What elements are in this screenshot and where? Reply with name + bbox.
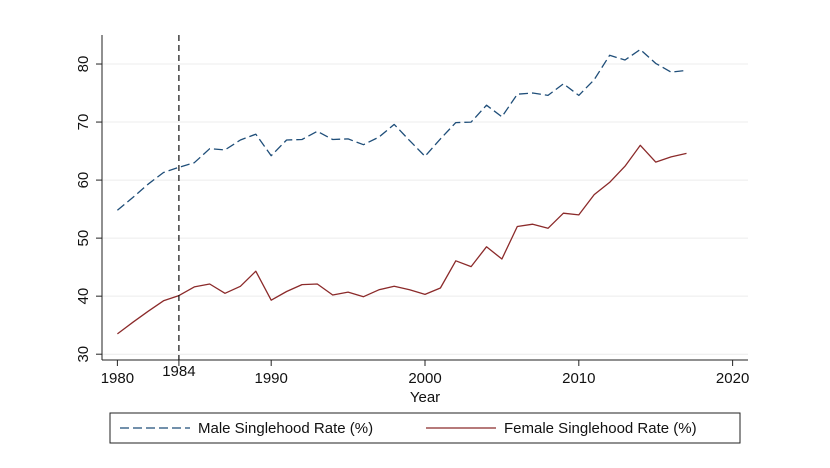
y-tick-label-30: 30 (75, 346, 92, 363)
y-tick-label-60: 60 (75, 172, 92, 189)
x-tick-label-1980: 1980 (101, 370, 134, 387)
gridlines (102, 63, 748, 355)
ticks: 30 40 50 60 70 80 1980 1990 2000 2010 2020 (75, 56, 749, 387)
reference-line-label: 1984 (162, 363, 195, 380)
x-tick-label-2010: 2010 (562, 370, 595, 387)
y-tick-label-40: 40 (75, 288, 92, 305)
legend-label-female-singlehood-rate: Female Singlehood Rate (%) (504, 420, 697, 437)
legend-box (109, 412, 741, 444)
y-tick-label-80: 80 (75, 56, 92, 73)
x-tick-label-2020: 2020 (716, 370, 749, 387)
x-axis-title: Year (410, 389, 440, 406)
x-tick-label-2000: 2000 (408, 370, 441, 387)
legend-label-male-singlehood-rate: Male Singlehood Rate (%) (198, 420, 373, 437)
series-line-male-singlehood-rate (116, 48, 687, 211)
y-tick-label-50: 50 (75, 230, 92, 247)
legend: Male Singlehood Rate (%) Female Singlehoo… (109, 412, 741, 444)
series-line-female-singlehood-rate (117, 144, 687, 335)
x-tick-label-1990: 1990 (255, 370, 288, 387)
series-lines (116, 48, 687, 335)
reference-line-group: 1984 (162, 35, 196, 380)
y-tick-label-70: 70 (75, 114, 92, 131)
